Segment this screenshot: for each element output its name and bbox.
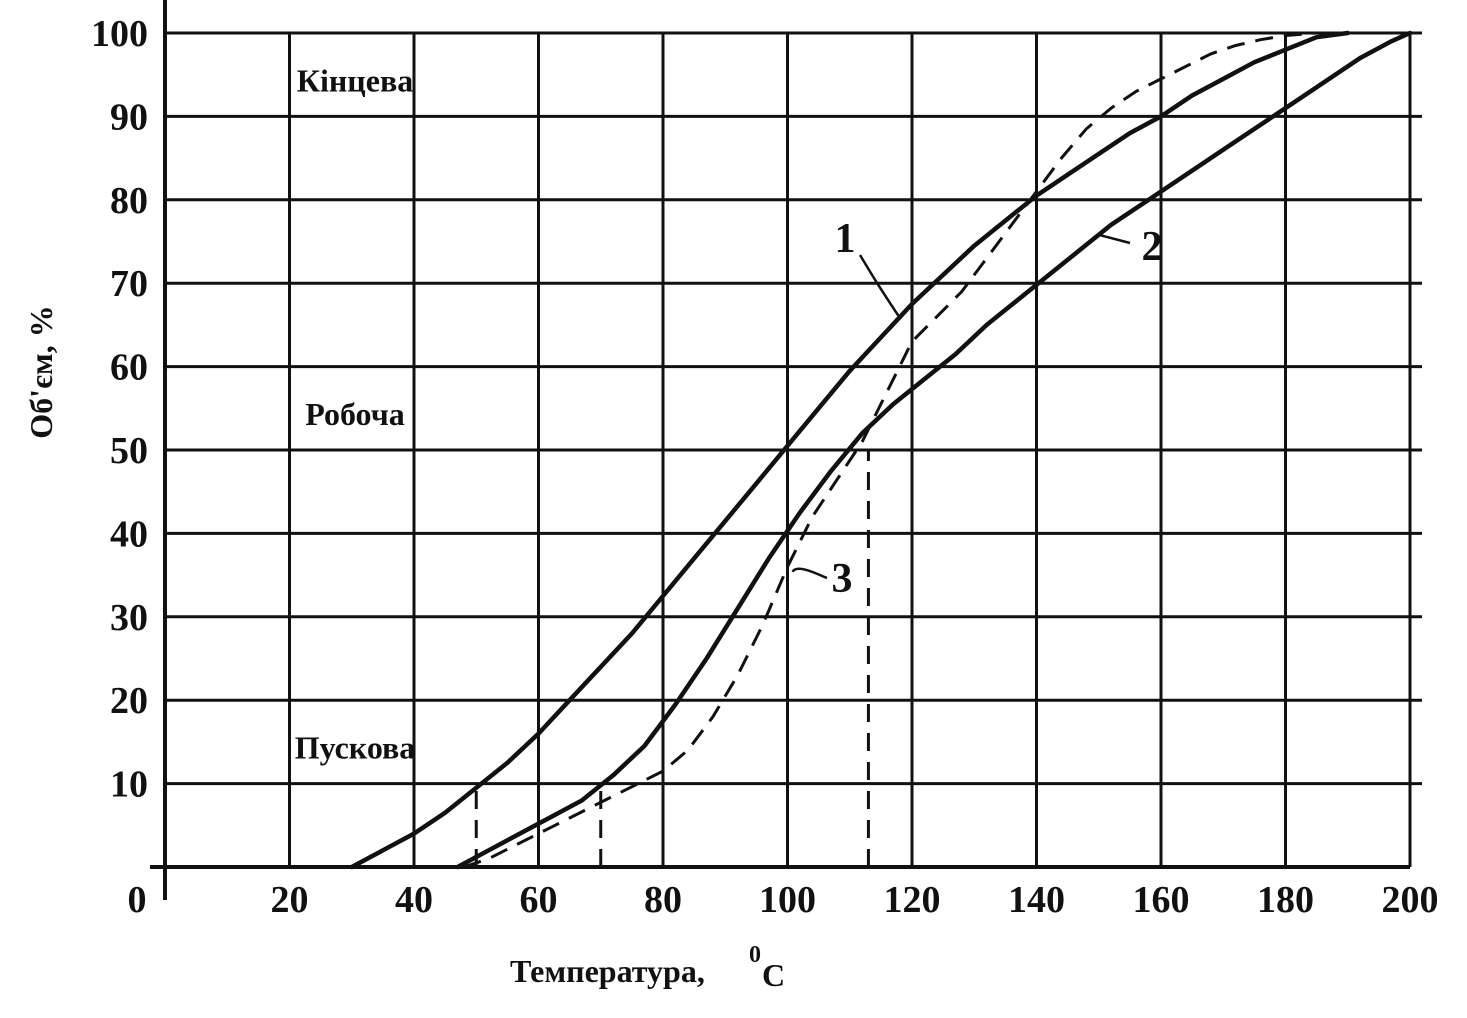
curve-3-leader [791,567,828,580]
y-tick-label-60: 60 [110,347,148,389]
y-tick-label-20: 20 [110,680,148,722]
x-tick-label-20: 20 [271,879,309,921]
y-tick-label-100: 100 [91,13,148,55]
region-label-1: Кінцева [297,62,413,98]
tick-labels: 0 20 40 60 80 100 120 140 160 180 2001020304050607… [91,13,1439,921]
x-tick-label-40: 40 [395,879,433,921]
curve-1-leader [858,254,901,319]
x-axis-unit: С [762,957,785,993]
series-2-line [455,30,1413,870]
x-tick-label-100: 100 [759,879,816,921]
curve-1-label: 1 [835,216,856,262]
reference-lines [474,116,1287,867]
series-3-line [463,31,1317,869]
series-1-line [349,30,1351,870]
x-tick-label-200: 200 [1382,879,1439,921]
region-label-2: Робоча [305,396,405,432]
y-axis-label: Об'єм, % [23,305,59,438]
y-tick-label-70: 70 [110,263,148,305]
y-tick-label-40: 40 [110,513,148,555]
curve-3-label: 3 [832,556,853,602]
x-axis-label: Температура, [510,953,705,989]
x-tick-label-140: 140 [1008,879,1065,921]
axes [150,0,1410,900]
x-tick-label-0: 0 [128,879,147,921]
y-tick-label-90: 90 [110,96,148,138]
y-tick-label-10: 10 [110,764,148,806]
series-group [349,30,1413,870]
x-tick-label-180: 180 [1257,879,1314,921]
x-tick-label-120: 120 [884,879,941,921]
x-tick-label-80: 80 [644,879,682,921]
region-label-3: Пускова [295,730,416,766]
y-tick-label-50: 50 [110,430,148,472]
curve-2-leader [1098,233,1131,245]
grid [165,31,1422,867]
x-tick-label-60: 60 [520,879,558,921]
y-tick-label-80: 80 [110,180,148,222]
x-axis-unit-superscript: 0 [749,942,761,968]
y-tick-label-30: 30 [110,597,148,639]
x-tick-label-160: 160 [1133,879,1190,921]
curve-2-label: 2 [1142,224,1163,270]
